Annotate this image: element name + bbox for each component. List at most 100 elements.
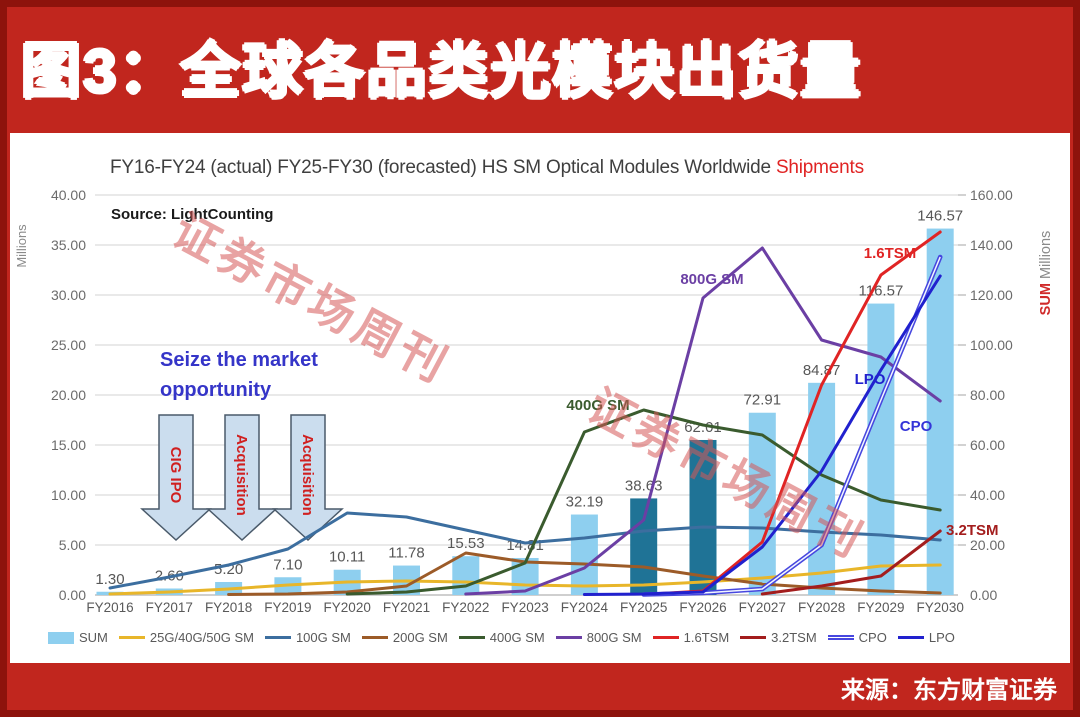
legend-swatch — [897, 635, 924, 640]
left-axis-tick-label: 20.00 — [51, 387, 86, 403]
right-axis-tick-label: 160.00 — [970, 187, 1013, 203]
series-line-3.2TSM — [760, 529, 942, 596]
x-tick-label: FY2026 — [679, 600, 726, 615]
bar-value-label: 7.10 — [273, 556, 302, 573]
chart-title: FY16-FY24 (actual) FY25-FY30 (forecasted… — [110, 157, 864, 179]
annotation-arrow — [206, 414, 278, 542]
legend-label: SUM — [79, 630, 108, 645]
series-line-400G SM — [345, 408, 942, 596]
left-axis-tick-label: 5.00 — [59, 537, 86, 553]
chart-card: FY16-FY24 (actual) FY25-FY30 (forecasted… — [10, 133, 1070, 663]
annotation-arrow — [140, 414, 212, 542]
legend-swatch — [361, 635, 388, 640]
bar-value-label: 116.57 — [859, 283, 904, 300]
x-tick-label: FY2023 — [501, 600, 548, 615]
bar-FY2024 — [570, 514, 598, 595]
series-line-LPO — [582, 274, 942, 596]
left-axis-tick-label: 35.00 — [51, 237, 86, 253]
annotation-arrow — [272, 414, 344, 542]
left-axis-tick-label: 0.00 — [59, 587, 86, 603]
left-axis-tick-label: 30.00 — [51, 287, 86, 303]
bar-FY2022 — [452, 556, 480, 595]
right-axis-title: SUM Millions — [1038, 231, 1054, 316]
legend-item: SUM — [48, 630, 108, 645]
bar-value-label: 32.19 — [566, 494, 604, 511]
x-tick-label: FY2022 — [442, 600, 489, 615]
right-axis-tick-label: 20.00 — [970, 537, 1005, 553]
legend-label: 400G SM — [489, 630, 545, 645]
right-axis-tick-label: 0.00 — [970, 587, 997, 603]
legend-swatch — [740, 635, 767, 640]
legend-item: 3.2TSM — [740, 630, 817, 645]
x-tick-label: FY2017 — [146, 600, 193, 615]
legend-swatch — [458, 635, 485, 640]
legend-label: LPO — [928, 630, 955, 645]
legend-swatch — [827, 635, 854, 640]
right-axis-tick-label: 40.00 — [970, 487, 1005, 503]
line-label-LPO: LPO — [855, 371, 886, 388]
annotation-line-2: opportunity — [160, 379, 272, 401]
figure-banner-title: 图3：全球各品类光模块出货量 — [21, 38, 863, 105]
x-tick-label: FY2020 — [324, 600, 371, 615]
x-tick-label: FY2028 — [798, 600, 845, 615]
bar-FY2028 — [808, 382, 836, 595]
legend-item: 100G SM — [264, 630, 351, 645]
bar-FY2029 — [867, 303, 895, 595]
chart-source-note: Source: LightCounting — [111, 206, 274, 223]
bar-value-label: 15.53 — [447, 535, 485, 552]
left-axis-title: Millions — [14, 224, 29, 268]
x-tick-label: FY2030 — [917, 600, 964, 615]
right-axis-tick-label: 140.00 — [970, 237, 1013, 253]
legend-item: 1.6TSM — [652, 630, 730, 645]
legend-label: 1.6TSM — [683, 630, 730, 645]
legend-label: 25G/40G/50G SM — [149, 630, 254, 645]
legend-swatch — [652, 635, 679, 640]
right-axis-tick-label: 100.00 — [970, 337, 1013, 353]
chart-title-highlight: Shipments — [775, 157, 864, 178]
bar-FY2025 — [630, 498, 658, 595]
bar-value-label: 84.87 — [803, 362, 841, 379]
bar-value-label: 10.11 — [329, 549, 365, 566]
chart-legend: SUM 25G/40G/50G SM 100G SM 200G SM 400G SM 80… — [48, 630, 1048, 645]
line-label-1.6TSM: 1.6TSM — [864, 245, 917, 262]
x-tick-label: FY2018 — [205, 600, 252, 615]
legend-label: 3.2TSM — [771, 630, 817, 645]
x-tick-label: FY2027 — [739, 600, 786, 615]
left-axis-tick-label: 40.00 — [51, 187, 86, 203]
left-axis-tick-label: 10.00 — [51, 487, 86, 503]
legend-item: 200G SM — [361, 630, 448, 645]
legend-label: 200G SM — [392, 630, 448, 645]
legend-swatch — [555, 635, 582, 640]
bar-value-label: 38.63 — [625, 477, 663, 494]
chart-title-main: FY16-FY24 (actual) FY25-FY30 (forecasted… — [110, 157, 776, 178]
series-line-100G SM — [108, 511, 942, 590]
line-label-3.2TSM: 3.2TSM — [946, 522, 999, 539]
legend-label: 800G SM — [586, 630, 642, 645]
x-tick-label: FY2019 — [264, 600, 311, 615]
x-tick-label: FY2029 — [857, 600, 904, 615]
shipments-chart: 0.00 5.00 10.00 15.00 20.00 25.00 30.00 35.00 40… — [14, 187, 1054, 615]
bar-value-label: 146.57 — [917, 208, 963, 225]
annotation-seize-market: Seize the market opportunity — [160, 345, 318, 405]
footer-source: 来源：东方财富证券 — [841, 677, 1057, 704]
annotation-line-1: Seize the market — [160, 349, 318, 371]
line-label-800G SM: 800G SM — [680, 271, 743, 288]
right-axis-tick-label: 80.00 — [970, 387, 1005, 403]
series-line-25G/40G/50G SM — [108, 563, 942, 596]
bar-value-label: 11.78 — [388, 545, 424, 562]
legend-item: 25G/40G/50G SM — [118, 630, 254, 645]
right-axis-tick-label: 120.00 — [970, 287, 1013, 303]
legend-swatch — [118, 635, 145, 640]
left-axis-tick-label: 15.00 — [51, 437, 86, 453]
line-label-CPO: CPO — [900, 418, 933, 435]
legend-swatch — [264, 635, 291, 640]
arrow-label: Acquisition — [299, 434, 316, 516]
x-tick-label: FY2024 — [561, 600, 609, 615]
series-line-200G SM — [227, 551, 942, 596]
x-tick-label: FY2021 — [383, 600, 430, 615]
line-label-400G SM: 400G SM — [566, 397, 629, 414]
arrow-label: CIG IPO — [167, 447, 184, 504]
legend-item: CPO — [827, 630, 887, 645]
right-axis-tick-label: 60.00 — [970, 437, 1005, 453]
x-tick-label: FY2025 — [620, 600, 667, 615]
